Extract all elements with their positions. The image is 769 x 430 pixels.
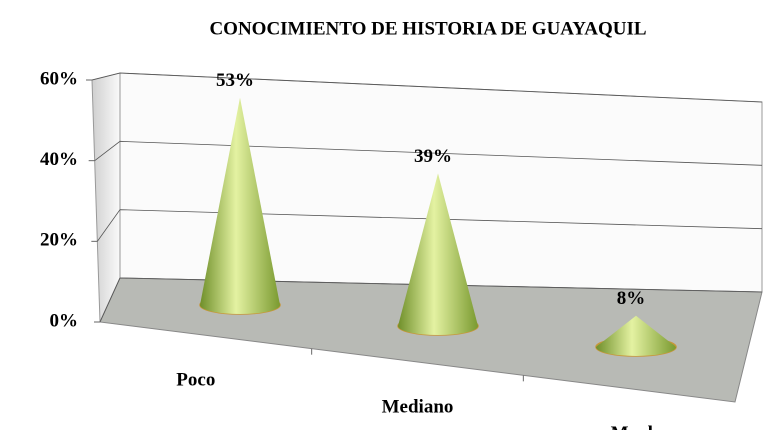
grid-line	[91, 72, 763, 103]
value-label: 53%	[216, 70, 254, 91]
y-tick-label: 20%	[40, 230, 78, 251]
chart-title: CONOCIMIENTO DE HISTORIA DE GUAYAQUIL	[209, 18, 646, 39]
x-tick-label: Mediano	[382, 396, 454, 417]
cone-body	[398, 173, 478, 335]
cone-body	[200, 97, 280, 314]
cone	[199, 97, 281, 315]
side-wall	[91, 72, 121, 323]
value-label: 39%	[414, 146, 452, 167]
cone-body	[596, 315, 676, 356]
cone	[595, 315, 677, 357]
y-tick-label: 40%	[40, 149, 78, 170]
value-label: 8%	[617, 288, 646, 309]
grid-line	[99, 277, 763, 323]
x-tick-label: Poco	[176, 370, 215, 391]
cone	[397, 173, 479, 336]
y-tick-label: 0%	[50, 310, 79, 331]
grid-line	[94, 140, 763, 166]
y-tick-label: 60%	[40, 68, 78, 89]
grid-line	[97, 209, 763, 242]
x-tick-label: Mucho	[611, 423, 668, 430]
